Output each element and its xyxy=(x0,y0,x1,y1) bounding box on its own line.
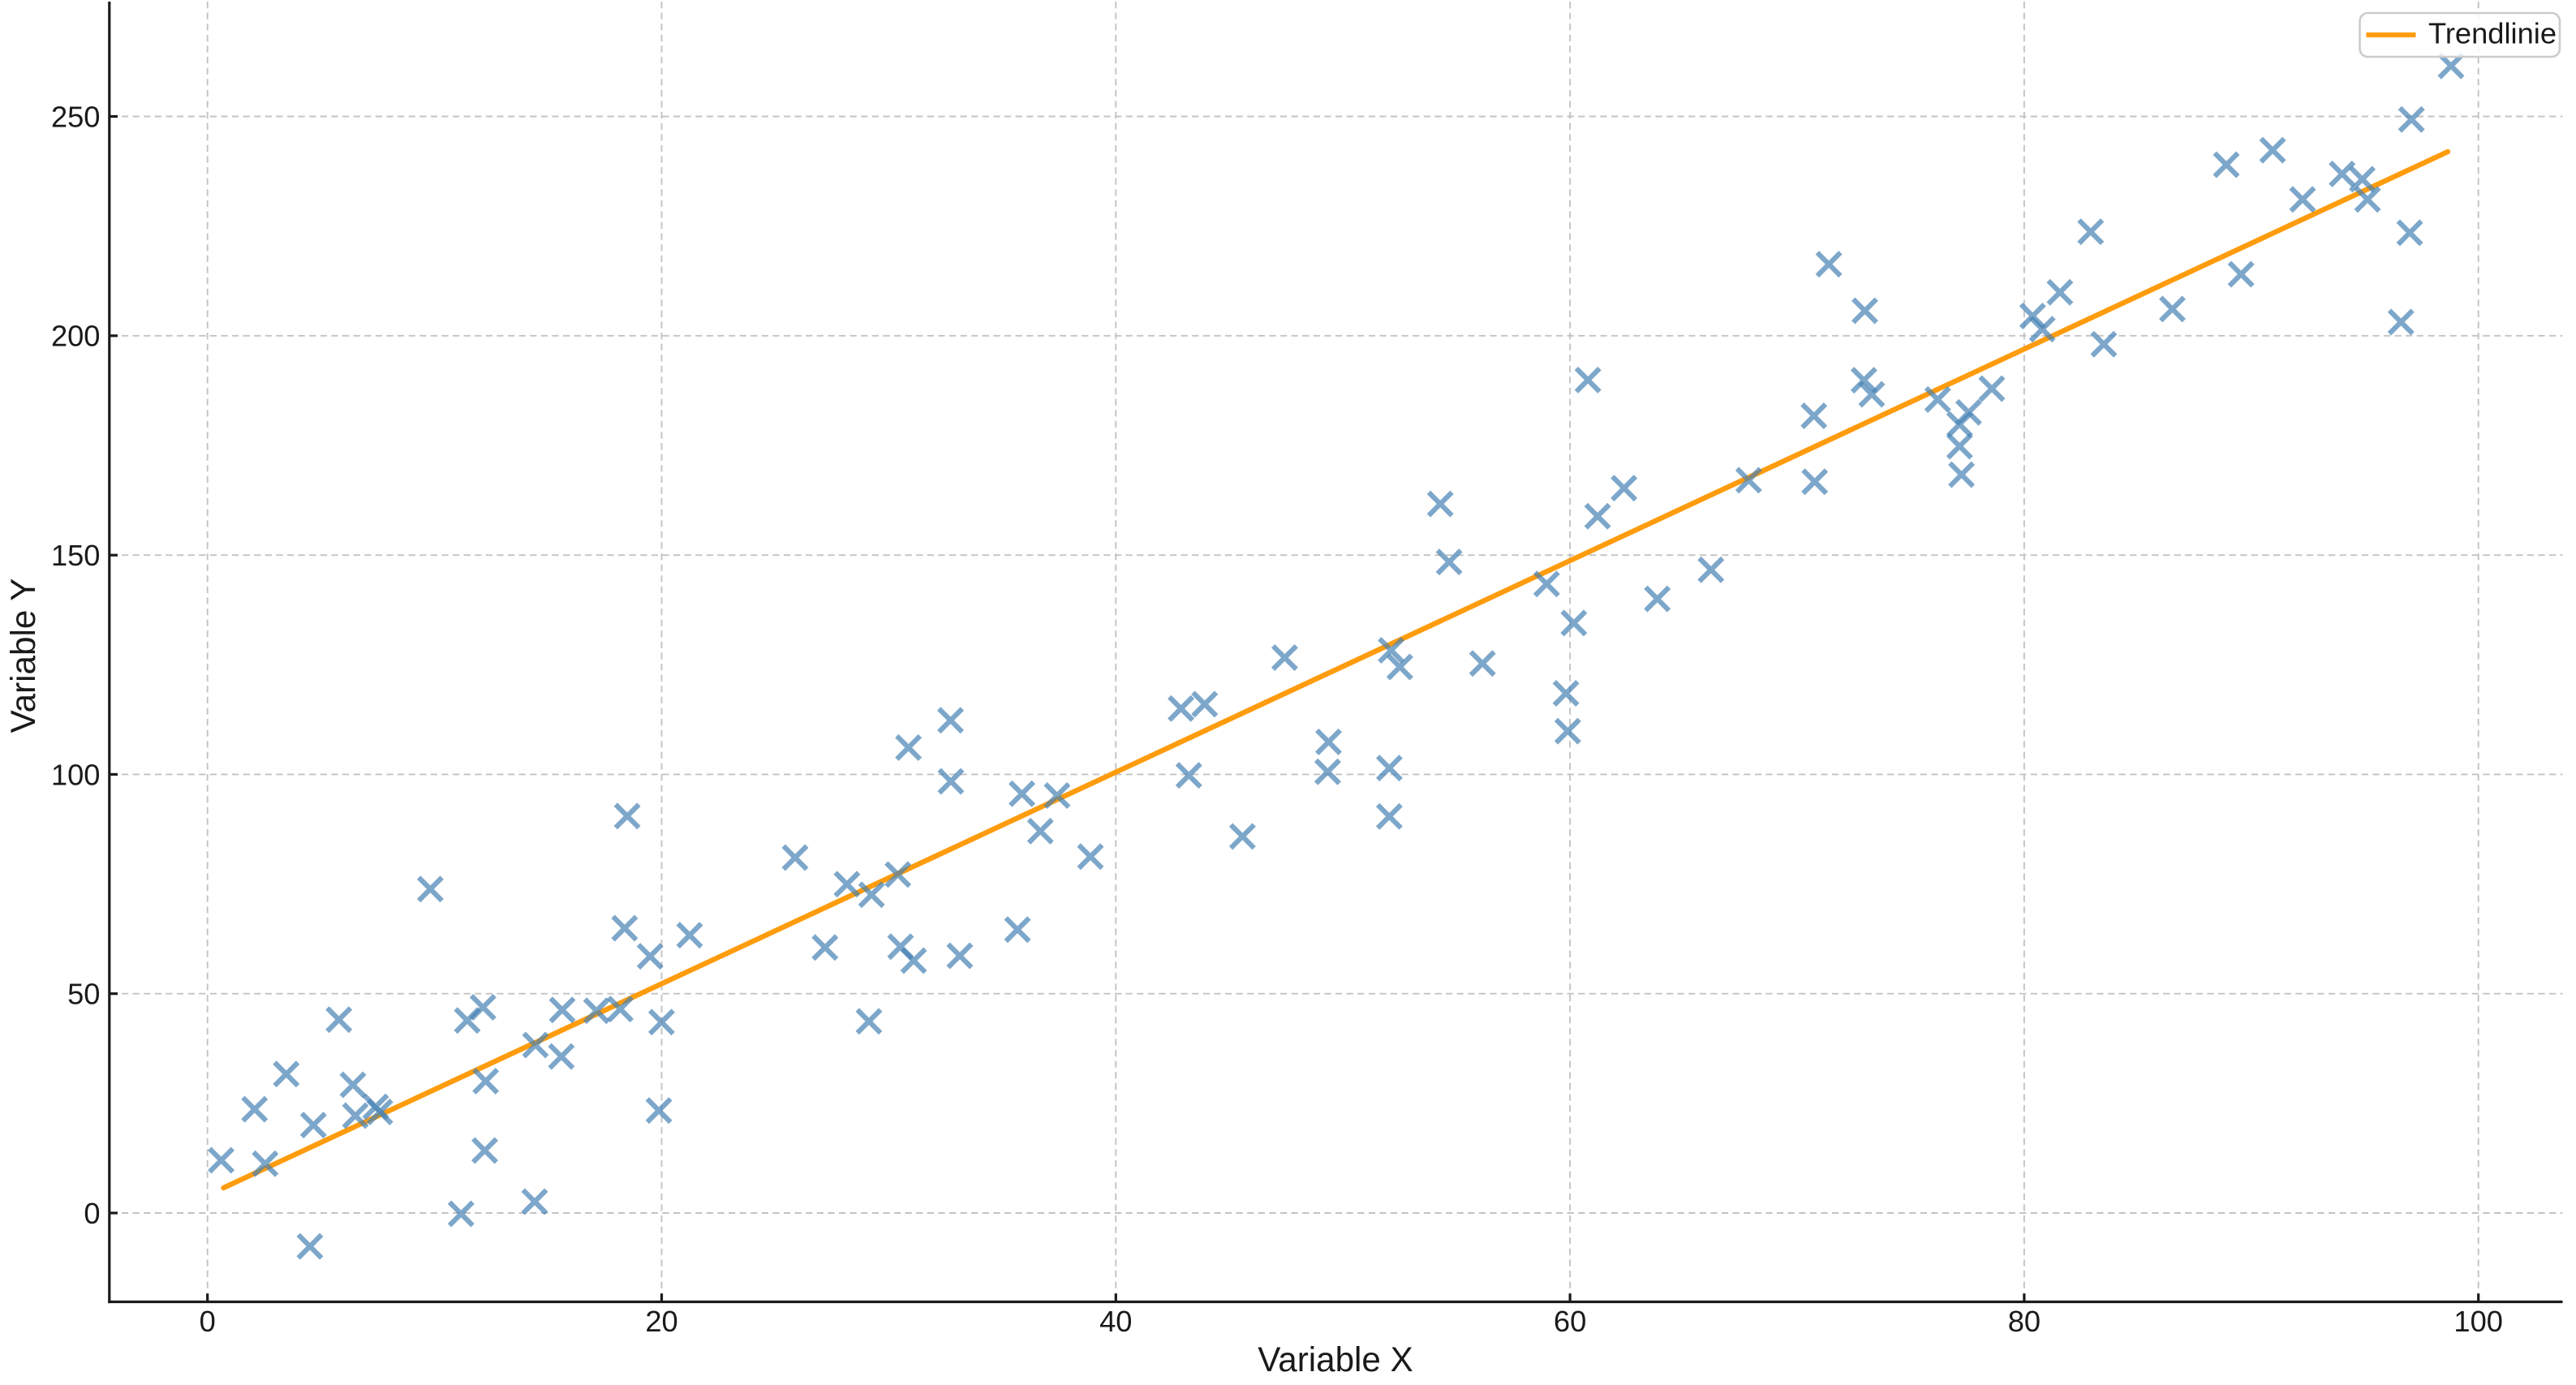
svg-text:200: 200 xyxy=(51,320,101,353)
svg-text:50: 50 xyxy=(67,978,100,1011)
svg-text:40: 40 xyxy=(1099,1305,1132,1338)
svg-text:60: 60 xyxy=(1554,1305,1586,1338)
svg-text:Trendlinie: Trendlinie xyxy=(2428,17,2557,50)
svg-text:20: 20 xyxy=(645,1305,677,1338)
svg-text:250: 250 xyxy=(51,100,101,133)
svg-text:150: 150 xyxy=(51,539,101,572)
svg-text:100: 100 xyxy=(2453,1305,2503,1338)
svg-text:0: 0 xyxy=(200,1305,216,1338)
svg-text:Variable X: Variable X xyxy=(1258,1340,1413,1379)
svg-text:80: 80 xyxy=(2008,1305,2041,1338)
svg-text:Variable Y: Variable Y xyxy=(4,579,42,733)
svg-text:100: 100 xyxy=(51,758,101,791)
svg-text:0: 0 xyxy=(84,1197,100,1230)
